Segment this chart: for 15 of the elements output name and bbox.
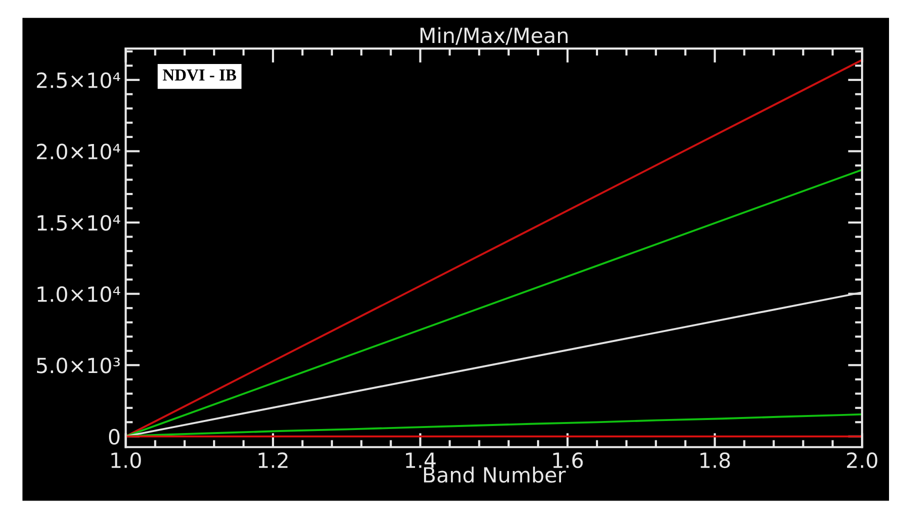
y-tick-label: 0 [108,428,120,445]
x-tick-label: 1.0 [111,452,141,468]
annotation: NDVI - IB [162,70,236,81]
x-tick-label: 1.4 [406,452,436,468]
y-tick-label: 1.5×10⁴ [38,214,120,231]
y-tick-label: 1.0×10⁴ [38,286,120,302]
y-tick-label: 5.0×10³ [37,358,120,374]
y-tick-label: 2.5×10⁴ [36,72,120,88]
x-tick-label: 1.2 [258,452,288,468]
x-tick-label: 2.0 [847,452,878,468]
x-axis-title: Band Number [424,466,566,483]
y-tick-label: 2.0×10⁴ [36,144,120,160]
x-tick-label: 1.6 [553,452,583,468]
chart-title: Min/Max/Mean [420,27,568,45]
x-tick-label: 1.8 [700,452,730,468]
